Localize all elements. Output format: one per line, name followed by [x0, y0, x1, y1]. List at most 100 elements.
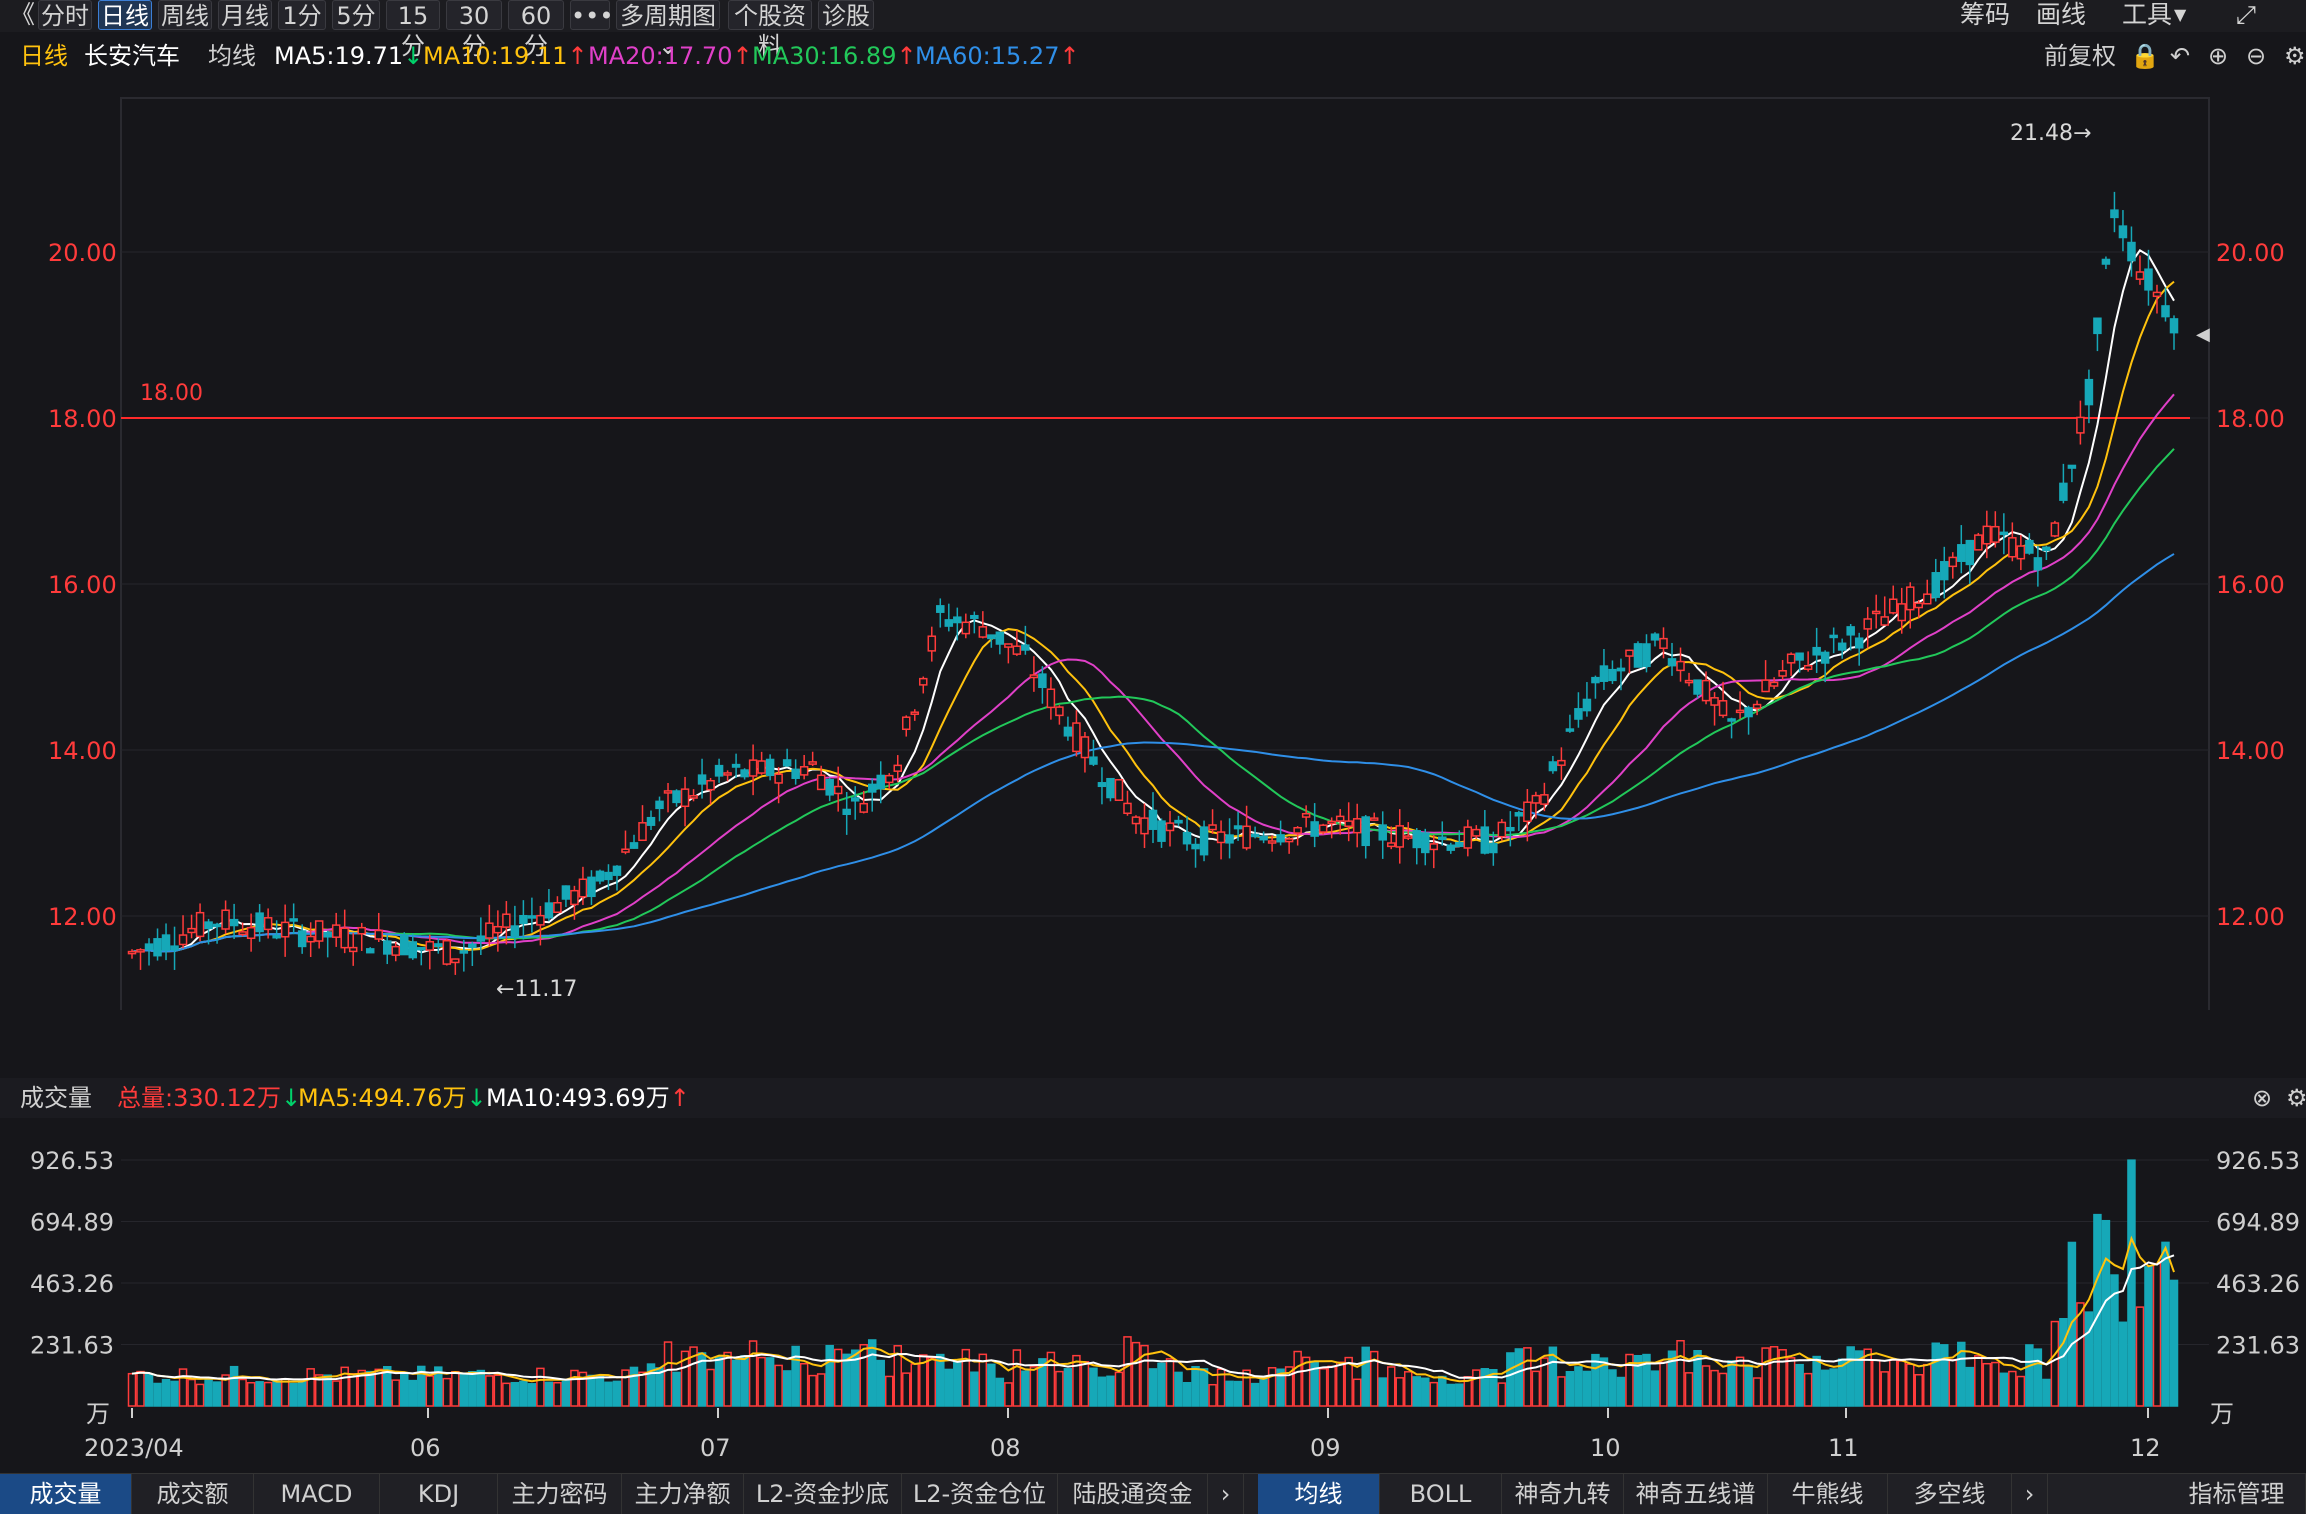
volume-bar[interactable] — [485, 1375, 494, 1407]
more-periods-button[interactable]: ••• — [570, 0, 614, 30]
candle-body[interactable] — [519, 914, 528, 925]
volume-bar[interactable] — [1165, 1358, 1175, 1407]
tab-30min[interactable]: 30分 — [446, 0, 502, 60]
candle-body[interactable] — [1191, 843, 1200, 850]
candle-body[interactable] — [842, 808, 851, 815]
candle-body[interactable] — [1591, 676, 1600, 684]
volume-bar[interactable] — [842, 1353, 851, 1407]
candle-body[interactable] — [161, 934, 171, 951]
candle-body[interactable] — [1327, 820, 1336, 825]
volume-bar[interactable] — [884, 1375, 894, 1407]
candle-body[interactable] — [706, 779, 715, 791]
candle-body[interactable] — [902, 716, 911, 731]
volume-bar[interactable] — [646, 1363, 656, 1407]
volume-bar[interactable] — [1446, 1383, 1456, 1407]
candle-body[interactable] — [527, 915, 537, 919]
fullscreen-icon[interactable]: ⤢ — [2236, 0, 2257, 29]
volume-bar[interactable] — [1072, 1354, 1081, 1407]
candle-body[interactable] — [2152, 291, 2162, 298]
candle-body[interactable] — [2127, 241, 2136, 262]
volume-bar[interactable] — [2144, 1266, 2153, 1407]
volume-bar[interactable] — [1531, 1370, 1541, 1407]
volume-bar[interactable] — [451, 1370, 460, 1407]
volume-bar[interactable] — [1395, 1377, 1404, 1407]
tab-l2-position[interactable]: L2-资金仓位 — [902, 1474, 1058, 1514]
candle-body[interactable] — [1369, 817, 1379, 821]
chevron-right-icon[interactable]: › — [2012, 1474, 2048, 1514]
candle-body[interactable] — [1004, 643, 1013, 648]
stock-info-button[interactable]: 个股资料 — [728, 0, 812, 60]
candle-body[interactable] — [663, 790, 673, 794]
volume-bar[interactable] — [1701, 1365, 1711, 1407]
candle-body[interactable] — [2008, 537, 2017, 558]
volume-bar[interactable] — [493, 1374, 503, 1407]
volume-bar[interactable] — [808, 1374, 817, 1407]
candle-body[interactable] — [1480, 826, 1490, 854]
volume-bar[interactable] — [1378, 1377, 1387, 1407]
candle-body[interactable] — [306, 935, 315, 943]
tab-daily[interactable]: 日线 — [98, 0, 152, 30]
volume-bar[interactable] — [595, 1374, 605, 1407]
candle-body[interactable] — [1242, 825, 1251, 849]
candle-body[interactable] — [485, 922, 494, 939]
volume-bar[interactable] — [1948, 1358, 1958, 1407]
volume-bar[interactable] — [2135, 1306, 2145, 1407]
volume-bar[interactable] — [1259, 1376, 1268, 1407]
candle-body[interactable] — [1463, 826, 1473, 849]
candle-body[interactable] — [1786, 653, 1796, 664]
candle-body[interactable] — [1650, 633, 1660, 641]
volume-bar[interactable] — [502, 1382, 511, 1407]
volume-bar[interactable] — [2127, 1159, 2136, 1407]
candle-body[interactable] — [178, 934, 188, 946]
volume-bar[interactable] — [425, 1375, 435, 1407]
candle-body[interactable] — [1106, 777, 1115, 799]
tab-magic-five[interactable]: 神奇五线谱 — [1624, 1474, 1768, 1514]
volume-bar[interactable] — [400, 1371, 409, 1407]
volume-bar[interactable] — [1880, 1371, 1889, 1407]
candle-body[interactable] — [1565, 728, 1575, 732]
tab-5min[interactable]: 5分 — [332, 0, 380, 30]
volume-bar[interactable] — [306, 1368, 315, 1407]
volume-bar[interactable] — [1352, 1378, 1362, 1407]
volume-bar[interactable] — [1582, 1370, 1592, 1407]
volume-bar[interactable] — [995, 1377, 1005, 1407]
candle-body[interactable] — [400, 934, 409, 956]
candle-body[interactable] — [1301, 812, 1311, 818]
volume-bar[interactable] — [1599, 1357, 1609, 1407]
volume-bar[interactable] — [1863, 1348, 1872, 1407]
candle-body[interactable] — [1982, 525, 1992, 545]
candle-body[interactable] — [1974, 534, 1983, 551]
candle-body[interactable] — [1140, 817, 1149, 835]
candle-body[interactable] — [1089, 756, 1098, 765]
candle-body[interactable] — [1905, 586, 1915, 611]
candle-body[interactable] — [153, 938, 162, 957]
candle-body[interactable] — [1378, 824, 1387, 841]
candle-body[interactable] — [1523, 801, 1532, 823]
candle-body[interactable] — [1174, 819, 1183, 824]
volume-bar[interactable] — [1846, 1346, 1855, 1407]
volume-bar[interactable] — [1684, 1372, 1694, 1407]
volume-bar[interactable] — [1421, 1377, 1430, 1407]
candle-body[interactable] — [1608, 668, 1617, 682]
candle-body[interactable] — [1693, 679, 1702, 695]
volume-bar[interactable] — [672, 1371, 681, 1407]
candle-body[interactable] — [2050, 522, 2060, 537]
volume-bar[interactable] — [1029, 1366, 1039, 1407]
candle-body[interactable] — [1352, 818, 1362, 834]
chevron-right-icon[interactable]: › — [1208, 1474, 1244, 1514]
candle-body[interactable] — [748, 759, 758, 777]
candle-body[interactable] — [408, 941, 418, 959]
volume-bar[interactable] — [536, 1367, 545, 1407]
volume-bar[interactable] — [578, 1371, 588, 1407]
candle-body[interactable] — [655, 800, 664, 810]
volume-bar[interactable] — [953, 1360, 962, 1407]
volume-title[interactable]: 成交量 — [20, 1084, 92, 1112]
tab-volume[interactable]: 成交量 — [0, 1474, 132, 1514]
candle-body[interactable] — [1318, 824, 1328, 833]
volume-bar[interactable] — [850, 1349, 860, 1407]
volume-bar[interactable] — [748, 1340, 758, 1407]
volume-bar[interactable] — [2118, 1321, 2128, 1407]
tab-boll[interactable]: BOLL — [1380, 1474, 1502, 1514]
volume-bar[interactable] — [944, 1368, 954, 1407]
candle-body[interactable] — [714, 764, 724, 777]
